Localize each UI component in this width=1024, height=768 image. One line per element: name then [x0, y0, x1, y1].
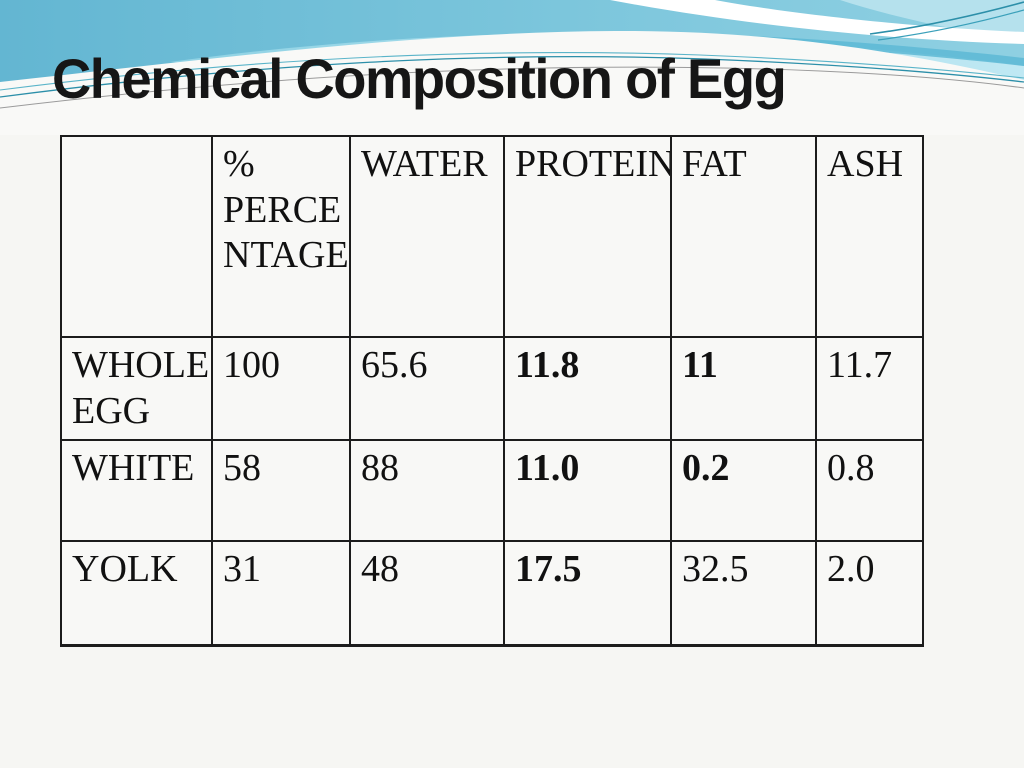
header-percentage-line2: PERCE	[223, 188, 342, 231]
composition-table: % PERCE NTAGE WATER PROTEIN FAT ASH WHOL…	[60, 135, 924, 647]
header-wave-graphic	[0, 0, 1024, 135]
row-label: YOLK	[60, 540, 213, 647]
slide-title: Chemical Composition of Egg	[52, 47, 787, 110]
title-accent-line-teal	[0, 55, 1024, 98]
fat-value: 0.2	[670, 439, 817, 543]
fat-value: 32.5	[670, 540, 817, 647]
table-header-row: % PERCE NTAGE WATER PROTEIN FAT ASH	[60, 135, 924, 338]
title-accent-line-gray	[0, 66, 1024, 109]
corner-pinstripe-1	[869, 1, 1024, 35]
fat-value: 11	[670, 335, 817, 442]
protein-value: 11.8	[503, 335, 672, 442]
corner-pinstripe-2	[877, 9, 1024, 41]
header-ash-cell: ASH	[815, 135, 924, 338]
table-row-yolk: YOLK 31 48 17.5 32.5 2.0	[60, 540, 924, 647]
percentage-value: 31	[211, 540, 351, 647]
row-label: WHOLE EGG	[60, 335, 213, 442]
percentage-value: 58	[211, 439, 351, 543]
percentage-value: 100	[211, 335, 351, 442]
header-percentage-line1: %	[223, 143, 255, 185]
header-protein-cell: PROTEIN	[503, 135, 672, 338]
ash-value: 11.7	[815, 335, 924, 442]
header-white-wave	[0, 30, 1024, 135]
table-row-whole-egg: WHOLE EGG 100 65.6 11.8 11 11.7	[60, 335, 924, 442]
header-percentage-line3: NTAGE	[223, 234, 349, 277]
ash-value: 0.8	[815, 439, 924, 543]
water-value: 88	[349, 439, 505, 543]
protein-value: 17.5	[503, 540, 672, 647]
table-row-white: WHITE 58 88 11.0 0.2 0.8	[60, 439, 924, 543]
water-value: 65.6	[349, 335, 505, 442]
title-accent-line-light	[0, 51, 1024, 91]
header-percentage-cell: % PERCE NTAGE	[211, 135, 351, 338]
row-label: WHITE	[60, 439, 213, 543]
header-corner-cell	[60, 135, 213, 338]
header-fat-cell: FAT	[670, 135, 817, 338]
ash-value: 2.0	[815, 540, 924, 647]
header-water-cell: WATER	[349, 135, 505, 338]
protein-value: 11.0	[503, 439, 672, 543]
water-value: 48	[349, 540, 505, 647]
